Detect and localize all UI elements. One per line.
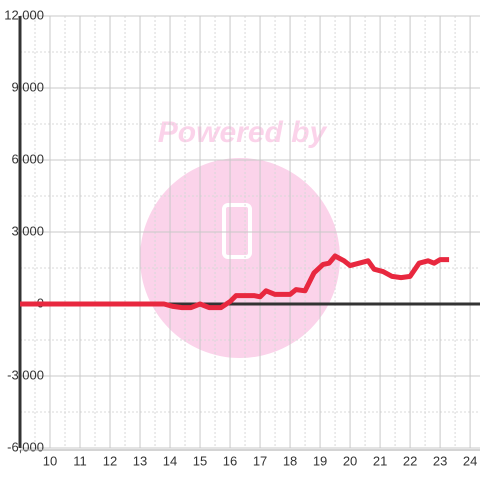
data-line [20,253,450,311]
y-tick-label: 3,000 [11,223,44,238]
y-tick-label: 6,000 [11,151,44,166]
x-tick-label: 12 [103,453,117,468]
x-tick-label: 13 [133,453,147,468]
x-tick-label: 23 [433,453,447,468]
x-tick-label: 15 [193,453,207,468]
x-tick-label: 22 [403,453,417,468]
x-tick-label: 19 [313,453,327,468]
x-tick-label: 21 [373,453,387,468]
y-tick-label: 9,000 [11,79,44,94]
x-tick-label: 24 [463,453,477,468]
x-tick-label: 17 [253,453,267,468]
x-tick-label: 18 [283,453,297,468]
x-tick-label: 14 [163,453,177,468]
x-tick-label: 10 [43,453,57,468]
x-tick-label: 11 [73,453,87,468]
watermark-text: Powered by [158,116,328,149]
x-tick-label: 20 [343,453,357,468]
y-tick-label: -6,000 [7,439,44,454]
y-tick-label: -3,000 [7,367,44,382]
y-tick-label: 12,000 [4,7,44,22]
watermark-icon [222,203,252,259]
x-tick-label: 16 [223,453,237,468]
